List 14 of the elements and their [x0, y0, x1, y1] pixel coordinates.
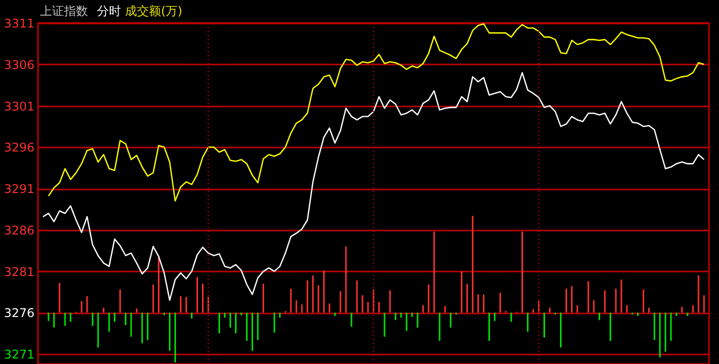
text: 分时 [97, 4, 121, 18]
y-tick-label: 3306 [4, 58, 34, 72]
chart-title: 上证指数 [40, 4, 88, 18]
line-series [42, 72, 705, 301]
y-tick-label: 3271 [4, 348, 34, 362]
y-tick-label: 3301 [4, 99, 34, 114]
y-tick-label: 3311 [4, 16, 34, 30]
text: 成交额(万) [125, 4, 182, 18]
line-series [48, 23, 705, 202]
y-tick-label: 3296 [4, 140, 34, 155]
y-tick-label: 3276 [4, 306, 34, 320]
y-tick-label: 3281 [4, 264, 34, 279]
y-tick-label: 3291 [4, 182, 34, 196]
y-tick-label: 3286 [4, 223, 34, 238]
